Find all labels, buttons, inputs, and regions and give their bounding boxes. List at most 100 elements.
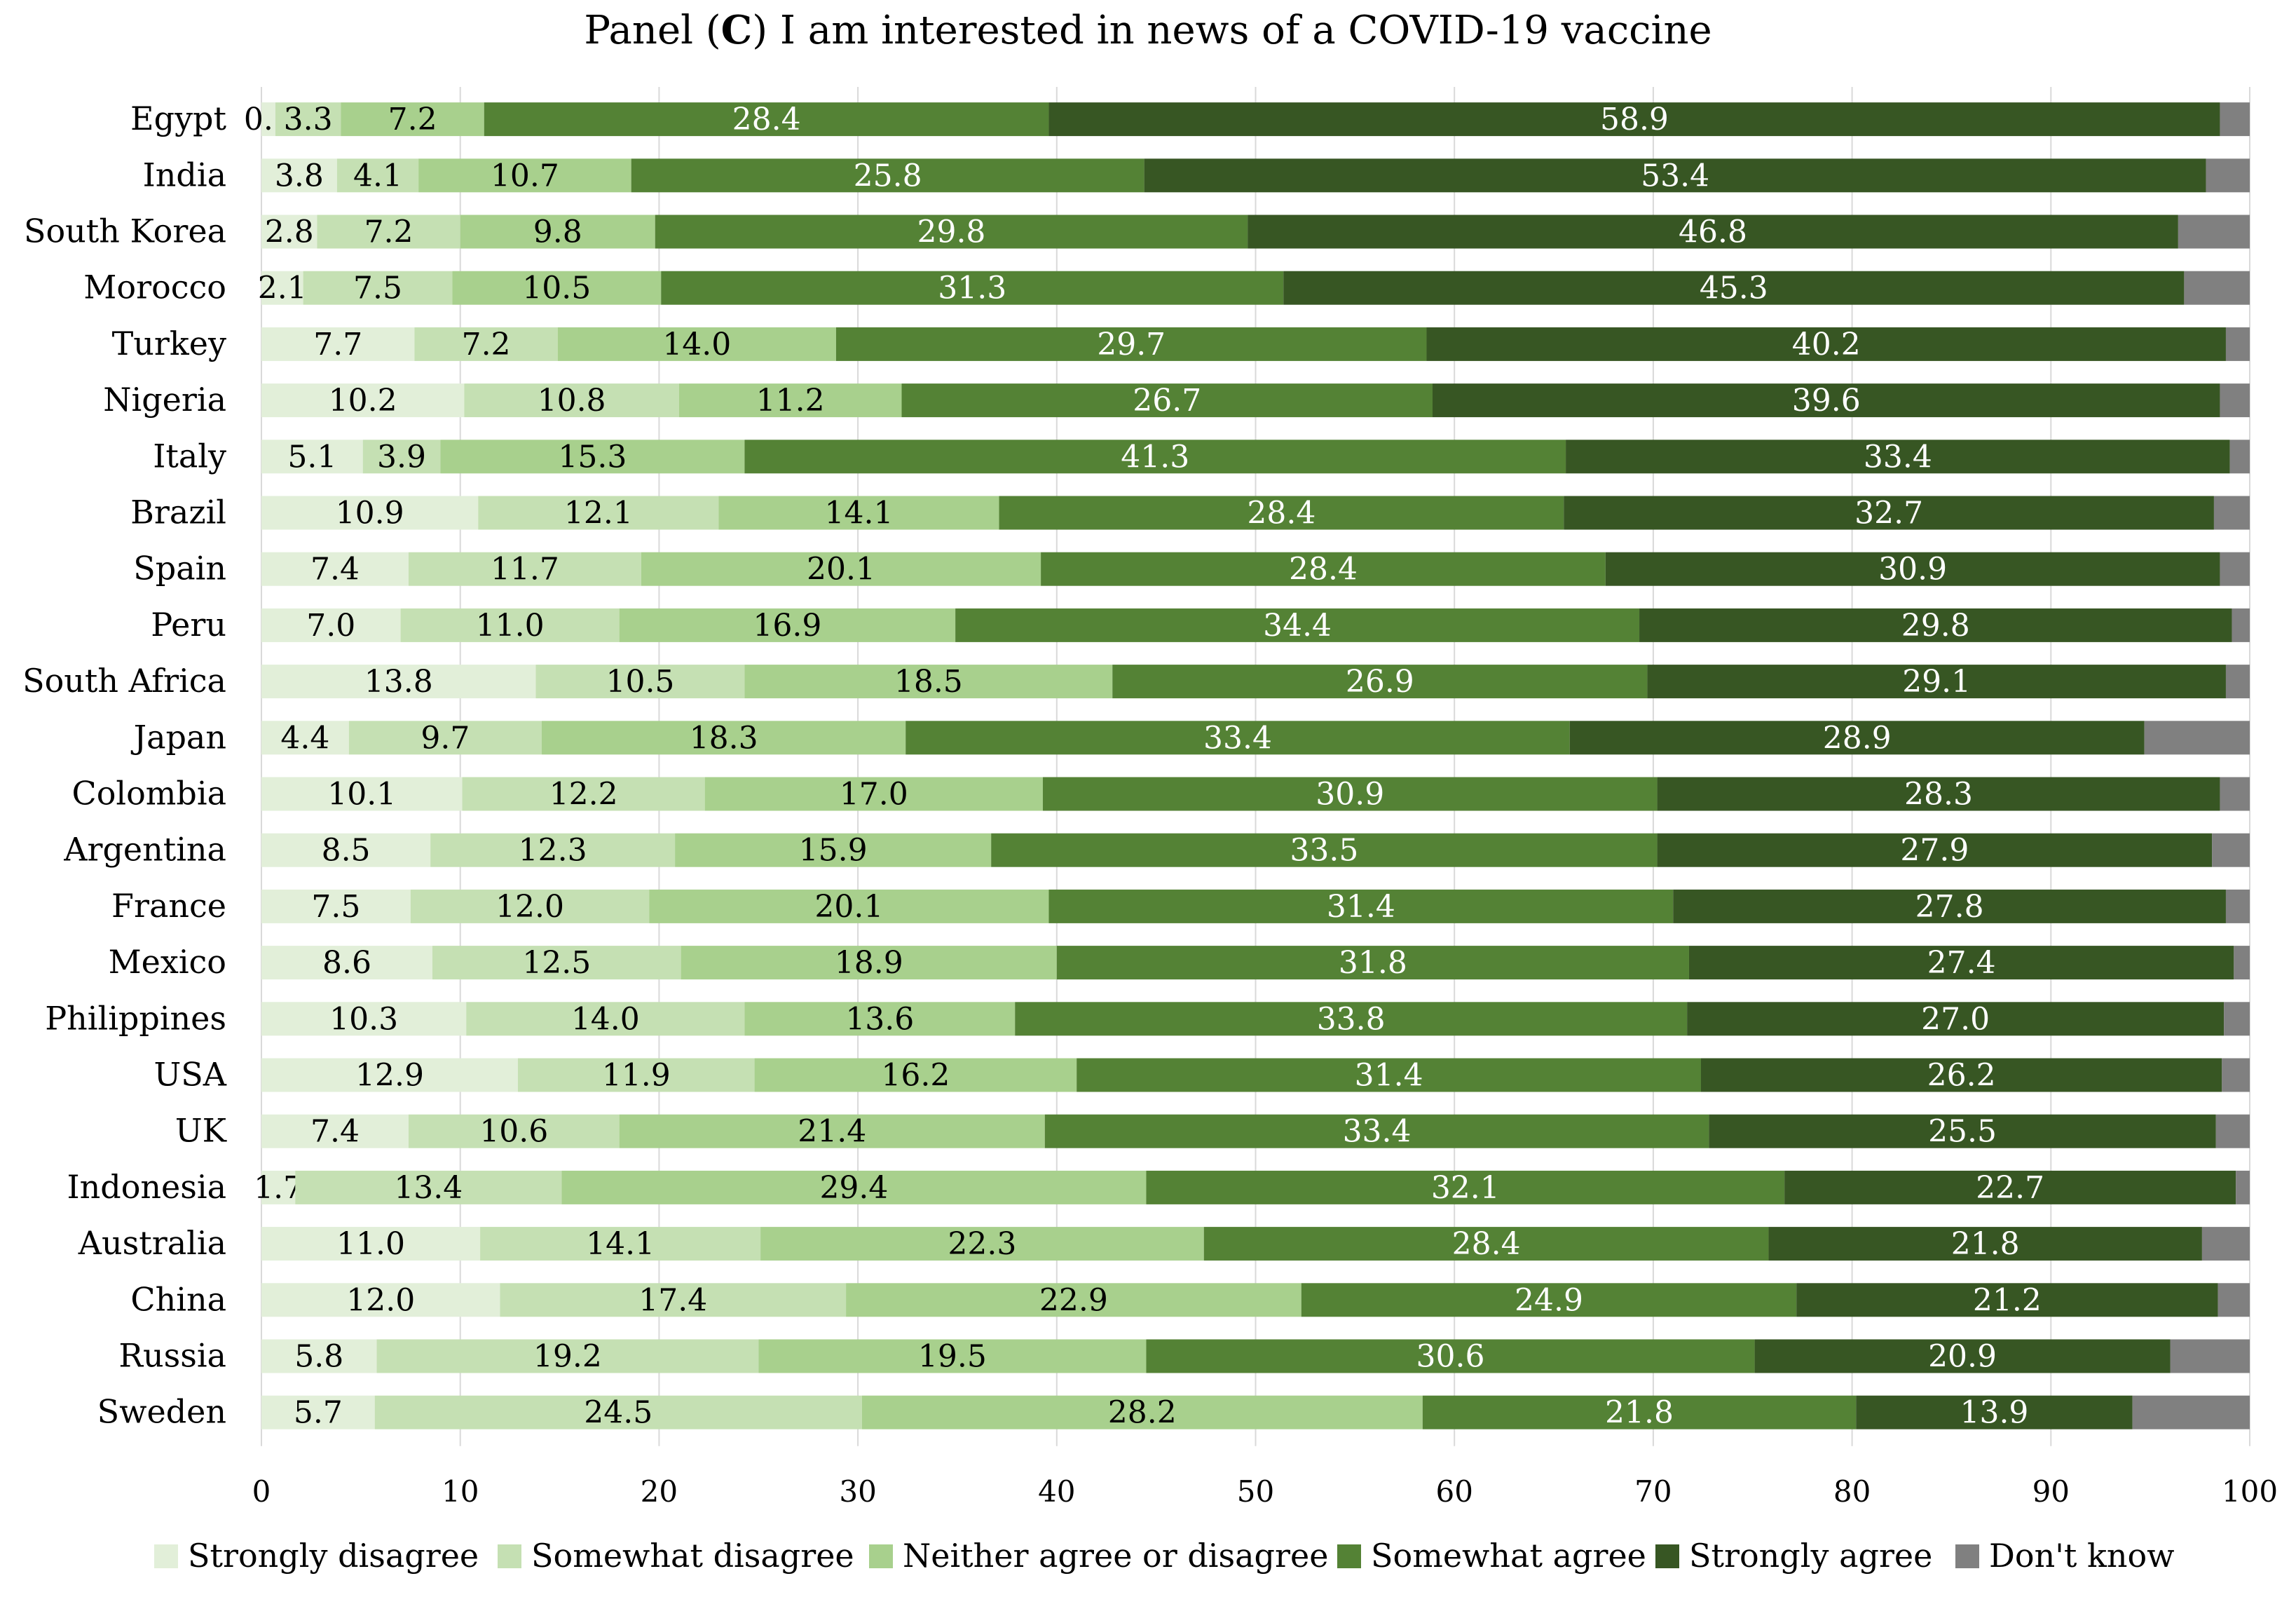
legend-item-strongly-disagree: Strongly disagree xyxy=(154,1537,479,1575)
data-label-italy-somewhat-agree: 41.3 xyxy=(1121,439,1189,475)
data-label-south-korea-strongly-disagree: 2.8 xyxy=(265,215,314,250)
data-label-egypt-somewhat-disagree: 3.3 xyxy=(284,102,333,137)
country-label-australia: Australia xyxy=(78,1224,226,1262)
bar-segment-egypt-neither-agree-or-disagree xyxy=(341,102,484,137)
data-label-peru-strongly-agree: 29.8 xyxy=(1901,608,1970,644)
bar-segment-egypt-somewhat-disagree xyxy=(275,102,341,137)
bar-segment-argentina-don-t-know xyxy=(2212,833,2250,867)
bars: 0.73.3 7.2 28.4 58.93.8 4.1 10.7 25.8 53.42.8 7.… xyxy=(244,102,2250,1431)
bar-segment-france-don-t-know xyxy=(2225,889,2250,923)
data-label-japan-neither-agree-or-disagree: 18.3 xyxy=(690,720,758,756)
data-label-usa-neither-agree-or-disagree: 16.2 xyxy=(881,1058,950,1094)
bar-segment-nigeria-neither-agree-or-disagree xyxy=(678,383,902,418)
bar-segment-colombia-neither-agree-or-disagree xyxy=(704,777,1043,811)
country-label-argentina: Argentina xyxy=(63,831,226,869)
bar-segment-sweden-somewhat-disagree xyxy=(374,1395,862,1429)
data-label-philippines-somewhat-disagree: 14.0 xyxy=(571,1001,640,1037)
bar-segment-japan-don-t-know xyxy=(2144,721,2250,755)
country-label-france: France xyxy=(111,887,226,925)
bar-segment-japan-strongly-agree xyxy=(1569,721,2145,755)
bar-row-china: 12.0 17.4 22.9 24.9 21.2 xyxy=(261,1282,2250,1318)
bar-row-italy: 5.1 3.9 15.3 41.3 33.4 xyxy=(261,439,2250,475)
data-label-brazil-somewhat-agree: 28.4 xyxy=(1247,496,1316,531)
x-tick-label-40: 40 xyxy=(1038,1474,1075,1509)
data-label-uk-neither-agree-or-disagree: 21.4 xyxy=(798,1114,866,1150)
data-label-philippines-neither-agree-or-disagree: 13.6 xyxy=(845,1001,914,1037)
bar-segment-nigeria-don-t-know xyxy=(2220,383,2250,418)
bar-segment-indonesia-neither-agree-or-disagree xyxy=(561,1170,1147,1204)
bar-segment-argentina-somewhat-agree xyxy=(991,833,1658,867)
data-label-spain-somewhat-agree: 28.4 xyxy=(1289,552,1358,587)
bar-segment-indonesia-don-t-know xyxy=(2236,1170,2250,1204)
data-label-sweden-somewhat-disagree: 24.5 xyxy=(584,1395,652,1431)
bar-segment-italy-neither-agree-or-disagree xyxy=(440,440,745,474)
data-label-south-africa-neither-agree-or-disagree: 18.5 xyxy=(894,664,963,700)
country-label-japan: Japan xyxy=(131,718,226,756)
data-label-nigeria-strongly-disagree: 10.2 xyxy=(329,383,397,419)
bar-segment-uk-somewhat-disagree xyxy=(408,1114,620,1148)
bar-segment-russia-strongly-agree xyxy=(1754,1339,2171,1373)
bar-segment-morocco-neither-agree-or-disagree xyxy=(452,271,662,305)
bar-segment-peru-somewhat-disagree xyxy=(400,608,620,642)
bar-segment-brazil-somewhat-disagree xyxy=(478,496,719,530)
legend-label-strongly-agree: Strongly agree xyxy=(1689,1537,1932,1575)
bar-segment-nigeria-somewhat-agree xyxy=(901,383,1433,418)
data-label-italy-strongly-agree: 33.4 xyxy=(1864,439,1932,475)
bar-segment-turkey-somewhat-agree xyxy=(835,327,1427,361)
bar-segment-south-africa-don-t-know xyxy=(2225,665,2250,699)
bar-row-spain: 7.4 11.7 20.1 28.4 30.9 xyxy=(261,552,2250,587)
data-label-south-africa-strongly-agree: 29.1 xyxy=(1902,664,1971,700)
data-label-italy-somewhat-disagree: 3.9 xyxy=(377,439,426,475)
bar-row-morocco: 2.1 7.5 10.5 31.3 45.3 xyxy=(258,271,2250,306)
bar-segment-south-korea-somewhat-agree xyxy=(655,215,1248,249)
data-label-colombia-strongly-disagree: 10.1 xyxy=(327,777,396,813)
bar-row-france: 7.5 12.0 20.1 31.4 27.8 xyxy=(261,889,2250,925)
bar-segment-spain-don-t-know xyxy=(2220,552,2250,586)
bar-segment-turkey-strongly-disagree xyxy=(261,327,415,361)
data-label-mexico-strongly-agree: 27.4 xyxy=(1927,945,1996,981)
data-label-indonesia-strongly-agree: 22.7 xyxy=(1976,1170,2044,1206)
bar-segment-australia-somewhat-disagree xyxy=(480,1227,761,1261)
bar-row-south-africa: 13.8 10.5 18.5 26.9 29.1 xyxy=(261,664,2250,700)
bar-segment-india-strongly-disagree xyxy=(261,158,337,193)
bar-segment-nigeria-strongly-agree xyxy=(1432,383,2220,418)
data-label-peru-neither-agree-or-disagree: 16.9 xyxy=(753,608,821,644)
country-label-peru: Peru xyxy=(151,606,226,644)
legend-item-don-t-know: Don't know xyxy=(1955,1537,2175,1575)
legend-swatch-somewhat-agree xyxy=(1337,1544,1361,1568)
bar-segment-egypt-strongly-agree xyxy=(1048,102,2220,137)
data-label-argentina-somewhat-disagree: 12.3 xyxy=(519,833,587,869)
bar-segment-peru-neither-agree-or-disagree xyxy=(619,608,956,642)
bar-segment-brazil-strongly-agree xyxy=(1564,496,2214,530)
bar-segment-france-somewhat-agree xyxy=(1048,889,1674,923)
data-label-uk-somewhat-agree: 33.4 xyxy=(1343,1114,1412,1150)
bar-segment-india-strongly-agree xyxy=(1144,158,2206,193)
country-label-mexico: Mexico xyxy=(109,943,226,981)
bar-row-colombia: 10.1 12.2 17.0 30.9 28.3 xyxy=(261,777,2250,813)
bar-segment-china-strongly-disagree xyxy=(261,1283,500,1317)
bar-segment-usa-somewhat-disagree xyxy=(517,1058,755,1092)
bar-segment-usa-somewhat-agree xyxy=(1077,1058,1701,1092)
bar-segment-peru-strongly-disagree xyxy=(261,608,401,642)
country-label-russia: Russia xyxy=(118,1337,226,1375)
data-label-colombia-somewhat-disagree: 12.2 xyxy=(549,777,618,813)
bar-row-indonesia: 1.7 13.4 29.4 32.1 22.7 xyxy=(254,1170,2250,1206)
bar-segment-france-neither-agree-or-disagree xyxy=(649,889,1049,923)
bar-segment-italy-somewhat-disagree xyxy=(362,440,441,474)
legend-label-don-t-know: Don't know xyxy=(1989,1537,2175,1575)
bar-segment-mexico-somewhat-disagree xyxy=(432,946,681,980)
country-label-italy: Italy xyxy=(153,437,226,475)
data-label-south-africa-strongly-disagree: 13.8 xyxy=(364,664,433,700)
bar-segment-france-strongly-agree xyxy=(1673,889,2226,923)
legend-item-somewhat-disagree: Somewhat disagree xyxy=(498,1537,854,1575)
legend-swatch-neither-agree-or-disagree xyxy=(869,1544,893,1568)
data-label-japan-somewhat-agree: 33.4 xyxy=(1203,720,1272,756)
data-label-china-neither-agree-or-disagree: 22.9 xyxy=(1039,1282,1108,1318)
bar-segment-sweden-somewhat-agree xyxy=(1422,1395,1857,1429)
legend-label-strongly-disagree: Strongly disagree xyxy=(188,1537,479,1575)
bar-segment-spain-somewhat-agree xyxy=(1041,552,1606,586)
data-label-usa-somewhat-agree: 31.4 xyxy=(1355,1058,1423,1094)
data-label-brazil-somewhat-disagree: 12.1 xyxy=(564,496,633,531)
data-label-colombia-strongly-agree: 28.3 xyxy=(1904,777,1973,813)
